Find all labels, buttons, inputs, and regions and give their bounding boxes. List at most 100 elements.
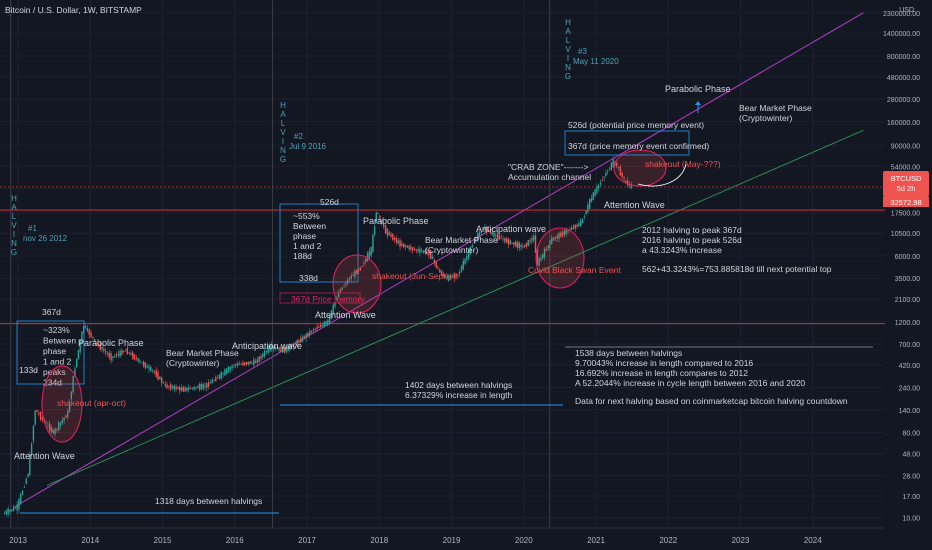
candle-body xyxy=(229,367,231,370)
candle-body xyxy=(238,363,241,365)
candle-body xyxy=(406,246,408,248)
candle-body xyxy=(435,261,437,268)
candle-body xyxy=(305,333,307,339)
cycle2-memory-label: 367d Price memory xyxy=(291,294,365,304)
candle-body xyxy=(477,233,479,242)
x-tick-label: 2023 xyxy=(732,536,750,545)
y-tick-label: 17500.00 xyxy=(891,210,920,217)
candle-body xyxy=(345,283,347,285)
candle-body xyxy=(619,166,622,176)
channel-lines xyxy=(0,0,885,528)
halving3-letter: V xyxy=(565,45,571,54)
candle-body xyxy=(462,261,464,270)
candle-body xyxy=(244,362,246,365)
candle-body xyxy=(625,180,627,183)
candle-body xyxy=(480,231,483,233)
candle-body xyxy=(65,415,67,418)
candle-body xyxy=(520,244,522,248)
candle-body xyxy=(242,362,244,366)
candle-body xyxy=(198,384,201,391)
candle-body xyxy=(206,382,208,388)
candle-body xyxy=(27,474,29,477)
candle-body xyxy=(395,237,398,243)
candle-body xyxy=(408,245,410,250)
cycle1-pct-note-3: 1 and 2 xyxy=(43,357,72,367)
cycle2-memory-box xyxy=(279,292,361,304)
candle-body xyxy=(267,346,269,354)
candle-body xyxy=(137,358,139,362)
candle-body xyxy=(276,348,278,349)
candle-body xyxy=(103,349,105,351)
halving3-letter: H xyxy=(565,18,571,27)
candle-body xyxy=(209,382,212,384)
candle-body xyxy=(422,250,425,253)
cycle2-pct-note-3: 1 and 2 xyxy=(293,241,322,251)
candle-body xyxy=(334,301,336,307)
halving1-letter: H xyxy=(11,194,17,203)
crab-zone-label-0: "CRAB ZONE"-------> xyxy=(508,162,588,172)
candle-body xyxy=(359,267,362,271)
candle-body xyxy=(504,237,506,242)
y-tick-label: 160000.00 xyxy=(887,120,920,127)
candle-body xyxy=(258,356,260,362)
candle-body xyxy=(5,510,8,515)
cycle3-projection-curve xyxy=(637,163,687,187)
y-tick-label: 17.00 xyxy=(902,494,920,501)
candle-body xyxy=(608,168,611,170)
candle-body xyxy=(142,361,145,366)
candle-body xyxy=(36,410,38,412)
candle-body xyxy=(458,272,461,274)
candle-body xyxy=(193,386,195,390)
candle-body xyxy=(516,241,519,248)
candle-body xyxy=(513,242,515,245)
candle-body xyxy=(303,336,306,339)
candle-body xyxy=(30,443,33,455)
candle-body xyxy=(298,340,300,343)
candle-body xyxy=(146,365,148,368)
candle-body xyxy=(278,346,280,351)
cycle3-days-label-0: 1538 days between halvings xyxy=(575,348,682,358)
candle-body xyxy=(352,275,354,277)
candle-body xyxy=(393,237,396,240)
candle-body xyxy=(182,387,185,392)
y-tick-label: 2300000.00 xyxy=(883,11,920,18)
candle-body xyxy=(607,171,609,173)
candle-body xyxy=(341,287,343,290)
cycle1-pct-note-5: 234d xyxy=(43,378,62,388)
cycle1-shakeout-ellipse xyxy=(41,365,83,443)
price-axis[interactable]: USD 2300000.00 1400000.00 800000.00 480000.… xyxy=(883,0,932,528)
candle-body xyxy=(222,373,224,375)
candle-body xyxy=(274,346,277,350)
candle-body xyxy=(484,226,486,231)
candle-body xyxy=(84,325,87,328)
candle-body xyxy=(399,240,401,247)
candle-body xyxy=(388,232,390,236)
candle-body xyxy=(52,429,54,434)
price-badge-symbol: BTCUSD xyxy=(891,174,922,183)
candle-body xyxy=(79,340,81,352)
candle-body xyxy=(319,324,322,328)
candle-body xyxy=(489,231,492,233)
candle-body xyxy=(475,239,477,241)
candle-body xyxy=(453,273,455,279)
candle-body xyxy=(327,320,329,325)
candle-body xyxy=(471,245,474,248)
candle-body xyxy=(124,350,127,352)
candle-body xyxy=(431,256,434,259)
candle-body xyxy=(231,366,233,368)
y-tick-label: 90000.00 xyxy=(891,143,920,150)
y-tick-label: 10.00 xyxy=(902,516,920,523)
candle-body xyxy=(294,343,297,345)
y-tick-label: 800000.00 xyxy=(887,54,920,61)
halving3-letter: I xyxy=(567,54,569,63)
candle-body xyxy=(104,351,107,353)
candle-body xyxy=(32,426,35,441)
x-tick-label: 2022 xyxy=(659,536,677,545)
candle-body xyxy=(460,266,463,272)
time-axis[interactable]: 2013 2014 2015 2016 2017 2018 2019 2020 2021 2022… xyxy=(0,527,885,545)
candle-body xyxy=(522,246,524,248)
candle-body xyxy=(502,238,504,240)
candle-body xyxy=(175,386,177,390)
